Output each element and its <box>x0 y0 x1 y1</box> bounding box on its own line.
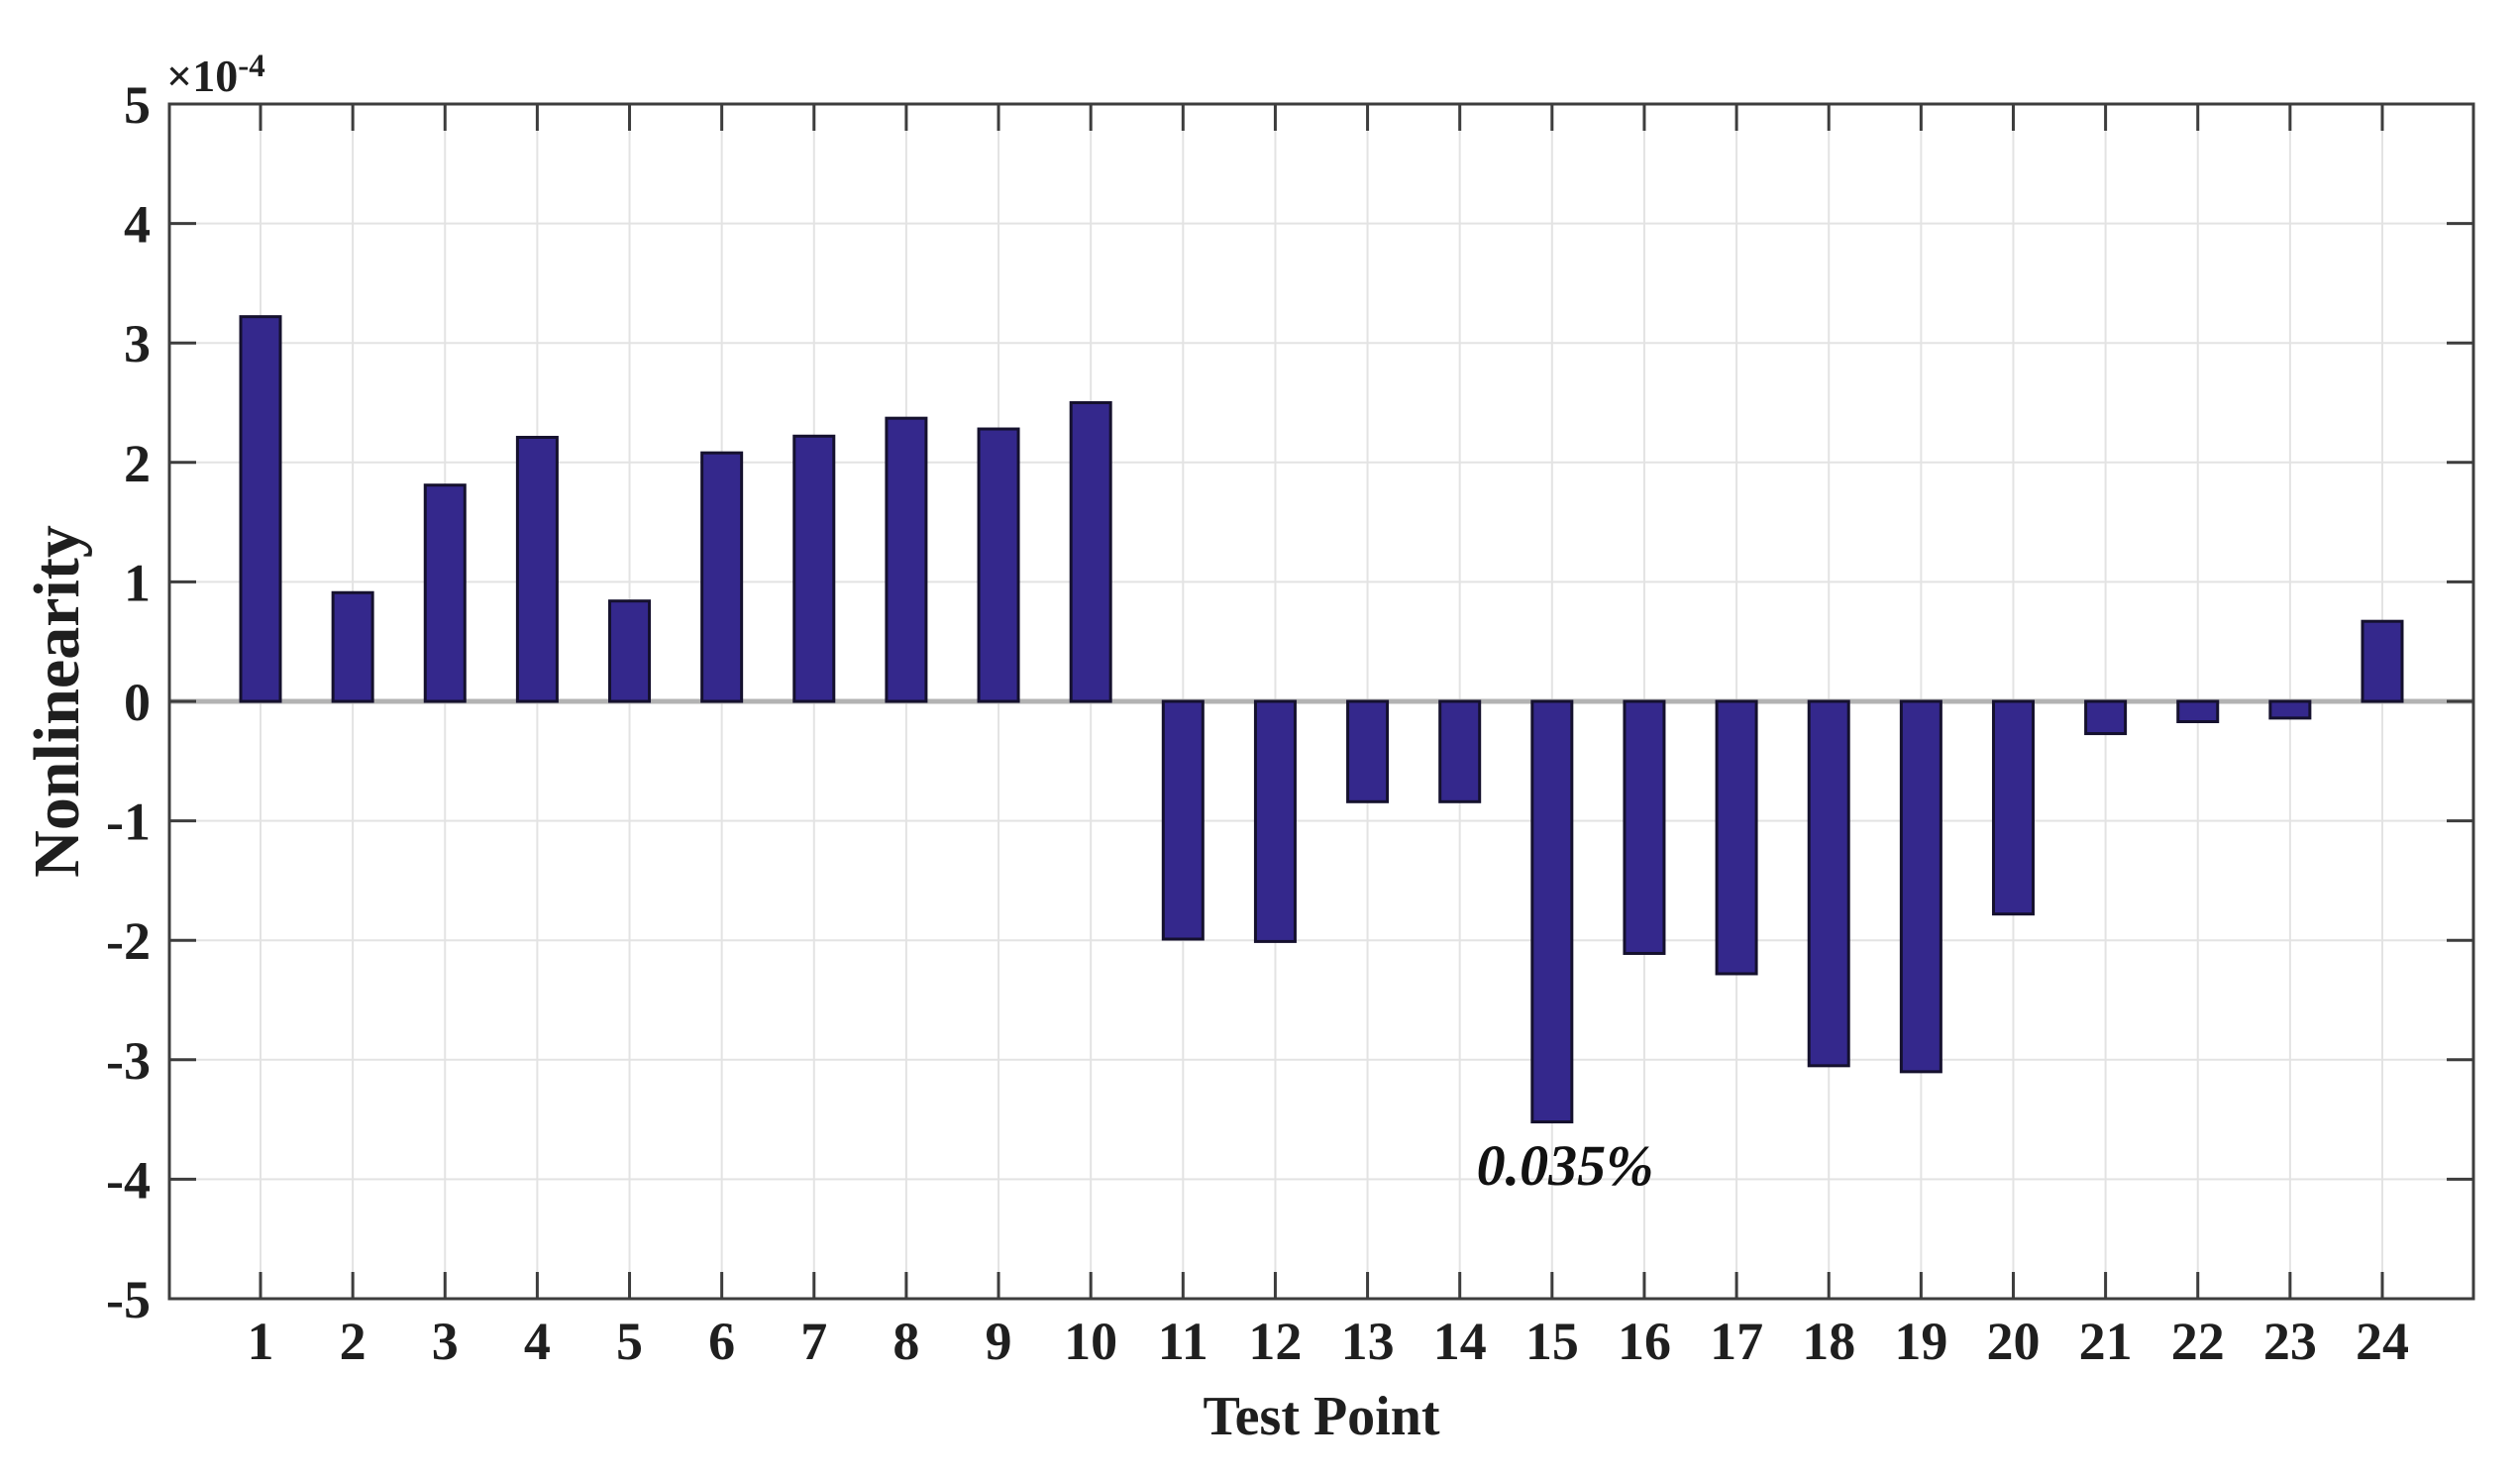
plot-border-layer <box>167 102 2475 1301</box>
x-tick-label: 20 <box>1986 1312 2040 1371</box>
x-tick-label: 11 <box>1158 1312 1208 1371</box>
y-tick-label: -5 <box>106 1270 151 1329</box>
bar <box>423 483 467 703</box>
bar <box>1715 699 1758 976</box>
x-tick-label: 24 <box>2356 1312 2409 1371</box>
bar <box>700 451 744 703</box>
bar <box>885 416 928 703</box>
bar <box>1991 699 2035 916</box>
bar <box>608 599 652 703</box>
bars-layer <box>239 315 2404 1124</box>
y-tick-label: -4 <box>106 1150 151 1210</box>
exponent-power: -4 <box>238 49 265 85</box>
bar <box>1161 699 1205 941</box>
tick-marks-layer <box>169 104 2473 1299</box>
exponent-multiplier: ×10 <box>166 51 239 101</box>
bar <box>792 434 836 703</box>
x-tick-label: 5 <box>616 1312 643 1371</box>
x-tick-label: 3 <box>432 1312 459 1371</box>
y-axis-exponent-label: ×10-4 <box>166 51 265 101</box>
x-tick-labels-layer: 1 2 3 4 5 6 7 8 9 10 11 12 13 14 15 16 17 18 19 20 21 22 23 24 <box>248 1312 2410 1371</box>
bar <box>1623 699 1666 955</box>
y-tick-label: 3 <box>124 314 151 373</box>
bar <box>1253 699 1297 943</box>
y-tick-label: 4 <box>124 195 151 255</box>
y-tick-labels-layer: 5 4 3 2 1 0 -1 -2 -3 -4 -5 <box>106 75 151 1329</box>
bar <box>239 315 282 703</box>
bar <box>2268 699 2312 720</box>
y-axis-title: Nonlinearity <box>21 525 93 878</box>
bar <box>2176 699 2220 724</box>
x-tick-label: 19 <box>1894 1312 1947 1371</box>
y-tick-label: 5 <box>124 75 151 135</box>
bar <box>331 590 374 703</box>
x-tick-label: 22 <box>2171 1312 2225 1371</box>
x-tick-label: 13 <box>1341 1312 1395 1371</box>
x-tick-label: 23 <box>2263 1312 2317 1371</box>
x-tick-label: 14 <box>1433 1312 1487 1371</box>
x-tick-label: 21 <box>2079 1312 2133 1371</box>
y-tick-label: -2 <box>106 911 151 971</box>
x-tick-label: 8 <box>892 1312 919 1371</box>
bar <box>1438 699 1482 803</box>
x-tick-label: 6 <box>708 1312 735 1371</box>
x-tick-label: 16 <box>1618 1312 1671 1371</box>
y-tick-label: 1 <box>124 553 151 612</box>
x-tick-label: 4 <box>524 1312 551 1371</box>
bar <box>515 435 559 703</box>
bar <box>1346 699 1390 803</box>
bar <box>1069 401 1112 703</box>
plot-border <box>167 102 2475 1301</box>
x-tick-label: 7 <box>800 1312 827 1371</box>
bar <box>1530 699 1574 1124</box>
x-tick-label: 1 <box>248 1312 274 1371</box>
x-tick-label: 17 <box>1710 1312 1763 1371</box>
bar <box>1899 699 1942 1074</box>
x-tick-label: 10 <box>1064 1312 1117 1371</box>
y-tick-label: 2 <box>124 434 151 493</box>
y-tick-label: 0 <box>124 673 151 732</box>
bar <box>2361 619 2404 703</box>
y-tick-label: -3 <box>106 1031 151 1091</box>
y-tick-label: -1 <box>106 792 151 852</box>
bar <box>977 427 1020 703</box>
bar <box>2084 699 2128 736</box>
x-tick-label: 15 <box>1525 1312 1579 1371</box>
x-tick-label: 9 <box>986 1312 1012 1371</box>
x-tick-label: 12 <box>1248 1312 1302 1371</box>
peak-value-annotation: 0.035% <box>1476 1133 1654 1198</box>
bar <box>1807 699 1850 1068</box>
x-axis-title: Test Point <box>1203 1386 1440 1447</box>
x-tick-label: 2 <box>340 1312 367 1371</box>
x-tick-label: 18 <box>1802 1312 1855 1371</box>
